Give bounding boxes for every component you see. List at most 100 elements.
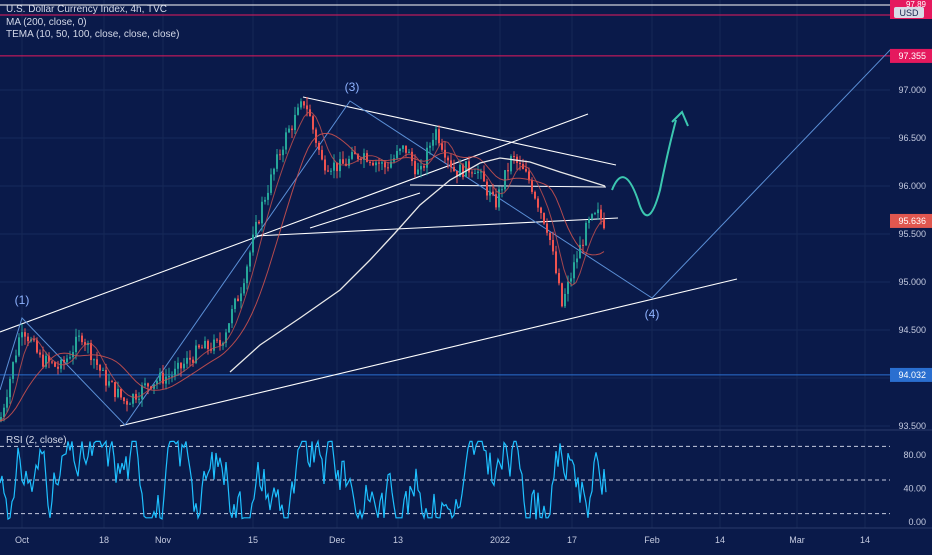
candle-body	[81, 335, 83, 343]
x-tick-label: 15	[248, 535, 258, 545]
candle-body	[591, 214, 593, 220]
candle-body	[108, 381, 110, 386]
candle-body	[255, 221, 257, 235]
candle-body	[63, 359, 65, 363]
x-tick-label: 18	[99, 535, 109, 545]
candle-body	[600, 209, 602, 219]
candle-body	[39, 352, 41, 355]
candle-body	[303, 101, 305, 106]
candle-body	[93, 359, 95, 361]
candle-body	[69, 357, 71, 359]
x-tick-label: Nov	[155, 535, 172, 545]
candle-body	[174, 368, 176, 376]
candle-body	[66, 358, 68, 363]
candle-body	[540, 207, 542, 213]
candle-body	[357, 154, 359, 159]
candle-body	[510, 156, 512, 172]
candle-body	[573, 262, 575, 279]
rsi-legend: RSI (2, close)	[6, 435, 67, 446]
candle-body	[342, 159, 344, 164]
candle-body	[381, 162, 383, 164]
candle-body	[435, 129, 437, 140]
candle-body	[48, 355, 50, 362]
candle-body	[180, 362, 182, 369]
candle-body	[519, 162, 521, 165]
price-tag-label: 97.355	[898, 51, 926, 61]
wave-label: (1)	[15, 293, 30, 307]
candle-body	[276, 154, 278, 169]
candle-body	[240, 293, 242, 302]
candle-body	[429, 145, 431, 148]
candle-body	[297, 107, 299, 115]
candle-body	[588, 219, 590, 223]
candle-body	[312, 116, 314, 130]
candle-body	[0, 416, 2, 422]
price-tag-bg	[890, 213, 932, 228]
candle-body	[375, 162, 377, 166]
candle-body	[564, 293, 566, 307]
y-tick-label: 97.000	[898, 85, 926, 95]
price-tag-label: 94.032	[898, 370, 926, 380]
candle-body	[603, 218, 605, 229]
candle-body	[438, 129, 440, 144]
candle-body	[42, 354, 44, 367]
candle-body	[186, 357, 188, 364]
trendline-1	[302, 96, 617, 166]
candle-body	[597, 209, 599, 214]
candle-body	[114, 382, 116, 397]
candle-body	[498, 189, 500, 208]
y-tick-label: 95.000	[898, 277, 926, 287]
candle-body	[444, 149, 446, 158]
x-tick-label: 14	[715, 535, 725, 545]
candle-body	[87, 342, 89, 346]
candle-body	[225, 332, 227, 343]
x-tick-label: Oct	[15, 535, 30, 545]
candle-body	[147, 383, 149, 387]
candle-body	[417, 169, 419, 175]
candle-body	[117, 388, 119, 397]
x-tick-label: 2022	[490, 535, 510, 545]
candle-body	[408, 151, 410, 153]
candle-body	[366, 153, 368, 162]
candle-body	[228, 323, 230, 333]
candle-body	[585, 222, 587, 246]
trendline-2	[254, 217, 619, 237]
candle-body	[267, 192, 269, 200]
candle-body	[282, 149, 284, 156]
candle-body	[99, 364, 101, 371]
candle-body	[6, 397, 8, 408]
candle-body	[570, 278, 572, 282]
candle-body	[261, 201, 263, 224]
trendline-0	[0, 113, 589, 333]
candle-body	[471, 172, 473, 174]
candle-body	[129, 403, 131, 405]
candle-body	[462, 164, 464, 178]
candle-body	[450, 160, 452, 167]
rsi-line	[0, 439, 607, 521]
candle-body	[567, 281, 569, 294]
candle-body	[273, 168, 275, 175]
candle-body	[480, 171, 482, 173]
candle-body	[537, 198, 539, 208]
candle-body	[3, 407, 5, 417]
wave-label: (3)	[345, 80, 360, 94]
candle-body	[558, 273, 560, 284]
candle-body	[120, 388, 122, 398]
candle-body	[555, 251, 557, 274]
candle-body	[411, 151, 413, 162]
candle-body	[489, 191, 491, 196]
candle-body	[513, 156, 515, 158]
candle-body	[243, 283, 245, 294]
candle-body	[378, 162, 380, 164]
candle-body	[582, 244, 584, 246]
candle-body	[360, 158, 362, 160]
candle-body	[561, 283, 563, 307]
candle-body	[171, 375, 173, 377]
candle-body	[270, 174, 272, 193]
candle-body	[534, 191, 536, 199]
x-tick-label: Mar	[789, 535, 805, 545]
candle-body	[234, 298, 236, 310]
currency-label: USD	[899, 8, 919, 18]
